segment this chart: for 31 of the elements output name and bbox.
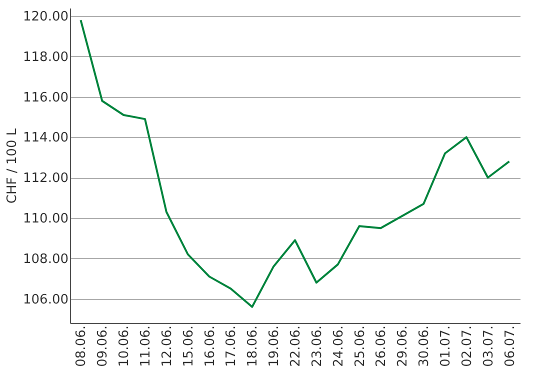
x-tick-label: 12.06. — [160, 326, 175, 367]
x-tick-label: 08.06. — [74, 326, 90, 367]
y-tick-label: 120.00 — [23, 10, 68, 25]
x-tick-label: 23.06. — [310, 326, 325, 367]
y-tick-label: 106.00 — [23, 292, 68, 308]
x-tick-label: 29.06. — [396, 326, 411, 367]
x-tick-label: 01.07. — [438, 326, 454, 367]
x-tick-label: 11.06. — [138, 326, 154, 367]
y-tick-label: 110.00 — [23, 212, 68, 226]
x-tick-label: 09.06. — [96, 326, 111, 367]
x-tick-label: 03.07. — [481, 326, 496, 367]
line-series — [80, 19, 510, 308]
y-tick-label: 114.00 — [23, 130, 68, 146]
x-tick-label: 30.06. — [417, 326, 432, 367]
x-tick-label: 24.06. — [331, 326, 346, 367]
y-tick-label: 118.00 — [23, 50, 68, 65]
x-tick-label: 17.06. — [224, 326, 240, 367]
x-tick-label: 15.06. — [181, 326, 196, 367]
y-tick-label: 116.00 — [23, 90, 68, 106]
x-tick-label: 10.06. — [117, 326, 132, 367]
x-tick-label: 25.06. — [352, 326, 368, 367]
y-tick-label: 108.00 — [23, 252, 68, 267]
y-tick-label: 112.00 — [23, 171, 68, 186]
y-axis-title: CHF / 100 L — [5, 128, 20, 204]
x-tick-label: 16.06. — [202, 326, 218, 367]
x-tick-label: 02.07. — [460, 326, 475, 367]
x-tick-label: 22.06. — [288, 326, 304, 367]
x-tick-label: 06.07. — [502, 326, 518, 367]
x-tick-label: 26.06. — [374, 326, 390, 367]
x-tick-label: 18.06. — [246, 326, 261, 367]
x-tick-label: 19.06. — [267, 326, 282, 367]
